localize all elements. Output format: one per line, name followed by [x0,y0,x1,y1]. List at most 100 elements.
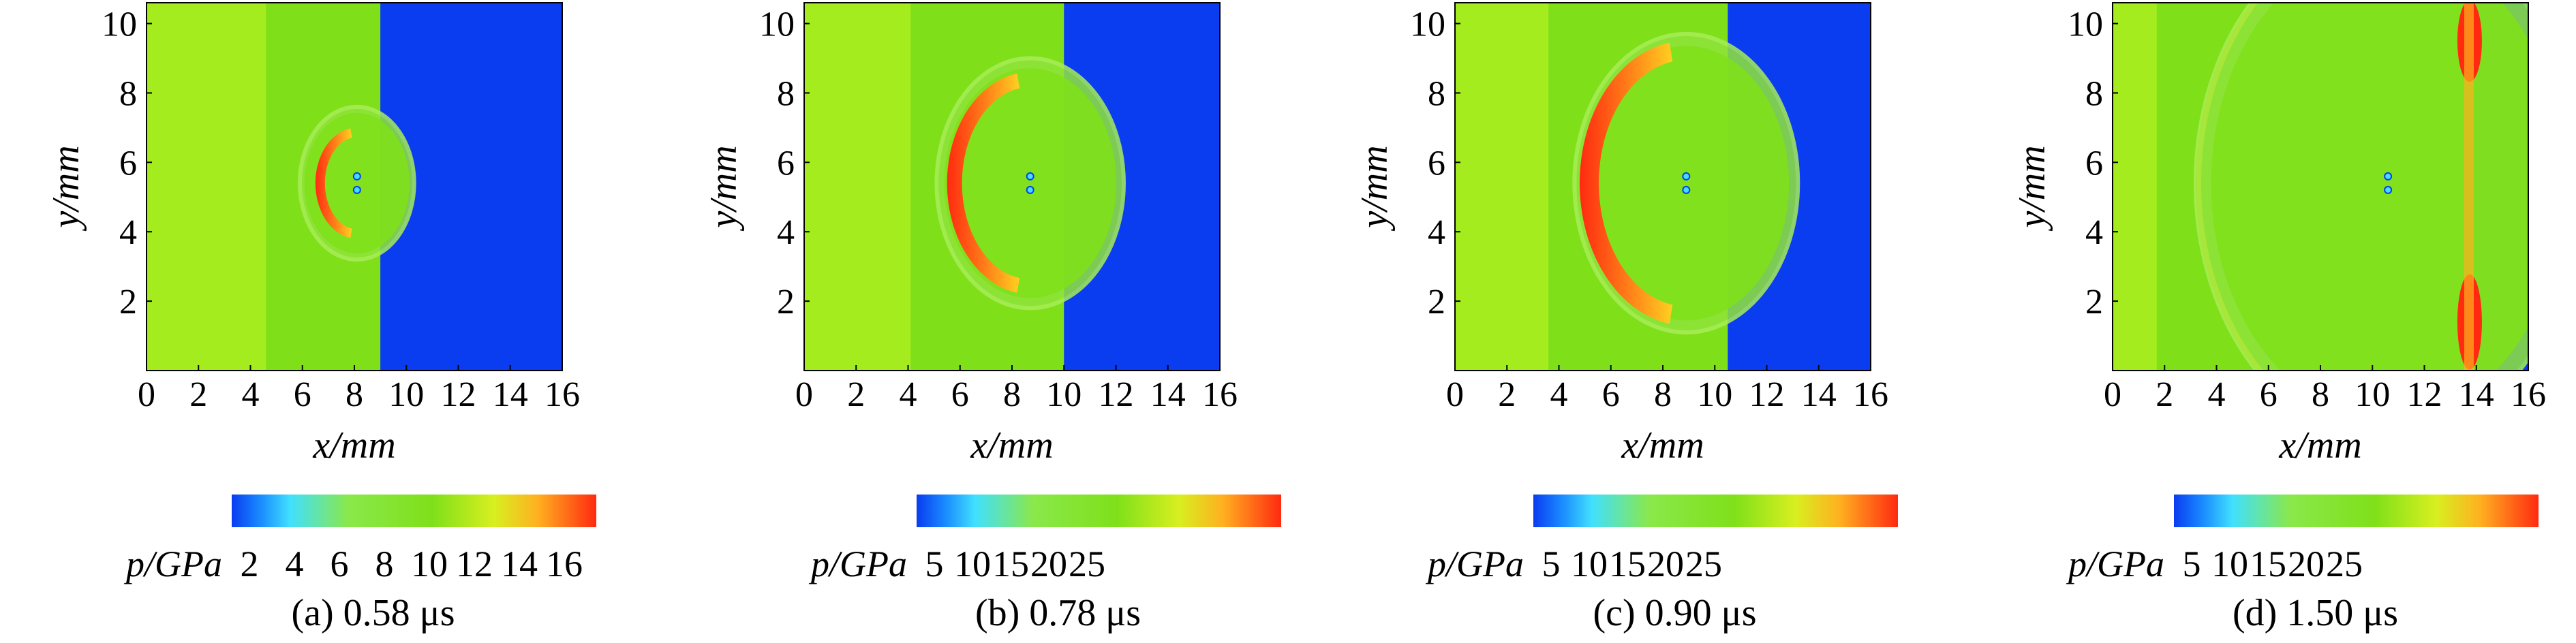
detonation-point-lower [2384,185,2393,194]
x-tick-label: 12 [441,375,476,414]
y-tick-label: 8 [2085,74,2103,113]
y-tick-label: 10 [2068,5,2103,44]
detonation-point-upper [1682,172,1691,181]
colorbar-tick-label: 10 [411,544,448,584]
x-tick-label: 16 [1853,375,1888,414]
x-tick-label: 6 [1602,375,1620,414]
x-axis-title: x/mm [970,424,1053,467]
y-tick-label: 6 [119,144,137,183]
interface-band [2464,3,2474,371]
x-tick-label: 0 [2104,375,2121,414]
y-tick-label: 8 [777,74,795,113]
heatmap-field [147,3,562,371]
detonation-point-lower [1682,185,1691,194]
lighter-region [2113,3,2157,371]
pressure-crescent [1580,42,1673,324]
colorbar [917,495,1281,527]
colorbar-tick-label: 20 [2288,544,2325,584]
y-tick-label: 2 [2085,283,2103,322]
colorbar-tick-label: 5 [2183,544,2201,584]
panel-caption: (c) 0.90 μs [1593,592,1757,634]
y-tick-label: 4 [777,213,795,252]
x-tick-label: 10 [1697,375,1732,414]
colorbar-tick-label: 14 [501,544,538,584]
colorbar-tick-label: 10 [2211,544,2248,584]
x-tick-label: 12 [1099,375,1134,414]
x-tick-label: 14 [1150,375,1186,414]
x-tick-label: 10 [1046,375,1082,414]
x-tick-label: 12 [1749,375,1785,414]
x-tick-label: 4 [1550,375,1568,414]
x-tick-label: 4 [2208,375,2226,414]
x-tick-label: 14 [1801,375,1837,414]
x-tick-label: 14 [2459,375,2494,414]
inner-field [1583,46,1790,321]
x-tick-label: 2 [847,375,865,414]
detonation-point-upper [1026,172,1034,181]
x-tick-label: 8 [2312,375,2329,414]
y-tick-label: 6 [2085,144,2103,183]
colorbar-tick-label: 15 [1609,544,1646,584]
colorbar-tick-label: 25 [1685,544,1722,584]
x-tick-label: 6 [294,375,311,414]
colorbar-tick-label: 16 [546,544,583,584]
pressure-crescent [2195,3,2264,371]
colorbar-tick-label: 25 [1069,544,1105,584]
y-tick-label: 8 [1428,74,1445,113]
lighter-region [1455,3,1549,371]
y-axis-title: y/mm [45,145,87,231]
colorbar-tick-label: 6 [331,544,349,584]
y-axis-title: y/mm [1353,145,1396,231]
colorbar-label: p/GPa [1425,544,1524,584]
lighter-region [804,3,911,371]
detonation-point-lower [352,185,361,194]
colorbar-tick-label: 10 [1571,544,1608,584]
x-tick-label: 10 [2355,375,2390,414]
colorbar [2174,495,2539,527]
y-tick-label: 4 [2085,213,2103,252]
colorbar-tick-label: 12 [456,544,493,584]
pressure-crescent [947,73,1020,293]
x-axis-title: x/mm [312,424,395,467]
lighter-region [147,3,266,371]
y-tick-label: 2 [777,283,795,322]
x-tick-label: 8 [1003,375,1021,414]
x-tick-label: 0 [795,375,813,414]
x-axis-title: x/mm [1621,424,1704,467]
colorbar-tick-label: 5 [1542,544,1561,584]
colorbar-tick-label: 5 [925,544,944,584]
x-tick-label: 12 [2407,375,2442,414]
x-tick-label: 14 [493,375,528,414]
heatmap-field [2113,3,2528,371]
y-axis-title: y/mm [703,145,745,231]
x-tick-label: 2 [2156,375,2173,414]
inner-field [944,68,1116,298]
inner-field [2211,3,2528,371]
colorbar-tick-label: 15 [2250,544,2286,584]
y-tick-label: 8 [119,74,137,113]
colorbar-tick-label: 20 [1030,544,1067,584]
y-tick-label: 4 [1428,213,1445,252]
x-tick-label: 6 [951,375,969,414]
colorbar-tick-label: 25 [2326,544,2363,584]
colorbar-tick-label: 20 [1647,544,1684,584]
colorbar-label: p/GPa [2066,544,2164,584]
y-tick-label: 6 [777,144,795,183]
y-tick-label: 10 [1410,5,1445,44]
heatmap-field [804,3,1220,371]
colorbar-tick-label: 4 [286,544,304,584]
colorbar-label: p/GPa [808,544,907,584]
x-axis-title: x/mm [2278,424,2361,467]
colorbar [1533,495,1898,527]
x-tick-label: 16 [1202,375,1238,414]
y-axis-title: y/mm [2011,145,2053,231]
x-tick-label: 2 [1498,375,1516,414]
detonation-point-lower [1026,185,1034,194]
x-tick-label: 8 [1654,375,1672,414]
